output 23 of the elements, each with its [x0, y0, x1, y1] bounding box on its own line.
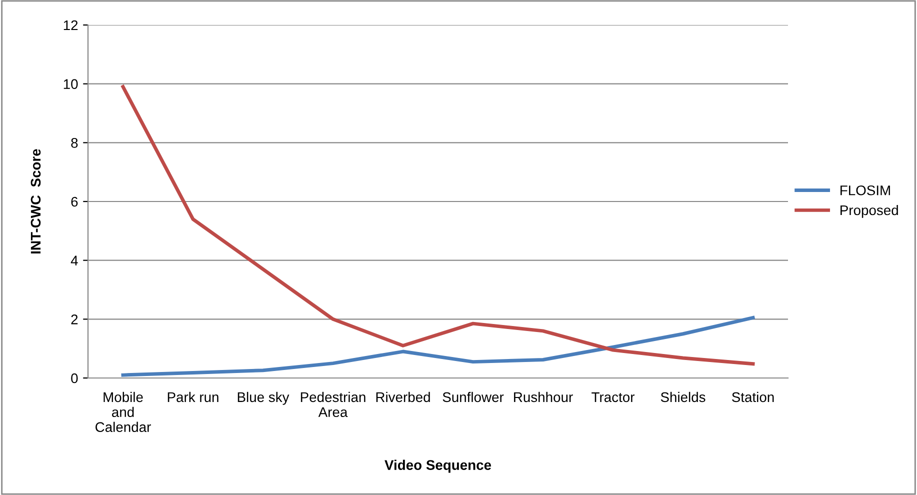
y-tick-label: 0 — [71, 373, 78, 384]
y-tick-label: 2 — [71, 314, 78, 324]
y-tick-label: 6 — [71, 196, 78, 207]
y-tick-label: 10 — [64, 79, 78, 90]
y-tick-label: 12 — [64, 20, 78, 30]
x-tick-label: Station — [732, 392, 774, 402]
x-tick-label: Pedestrian Area — [300, 392, 366, 418]
x-tick-label: Blue sky — [238, 392, 290, 405]
x-tick-label: Riverbed — [376, 392, 430, 402]
y-tick-label: 8 — [71, 138, 78, 148]
line-series — [121, 85, 755, 366]
y-axis-title: INT-CWC Score — [30, 149, 41, 254]
x-tick-label: Sunflower — [442, 392, 504, 402]
x-tick-label: Tractor — [592, 392, 635, 402]
legend-label: FLOSIM — [840, 185, 890, 196]
x-tick-label: Park run — [168, 392, 218, 402]
legend-label: Proposed — [840, 204, 898, 218]
x-tick-label: Rushhour — [514, 392, 573, 402]
line-series — [121, 316, 755, 377]
y-tick-label: 4 — [70, 256, 78, 266]
x-tick-label: Mobile and Calendar — [96, 392, 151, 432]
x-axis-title: Video Sequence — [384, 460, 492, 473]
x-tick-label: Shields — [660, 392, 706, 402]
